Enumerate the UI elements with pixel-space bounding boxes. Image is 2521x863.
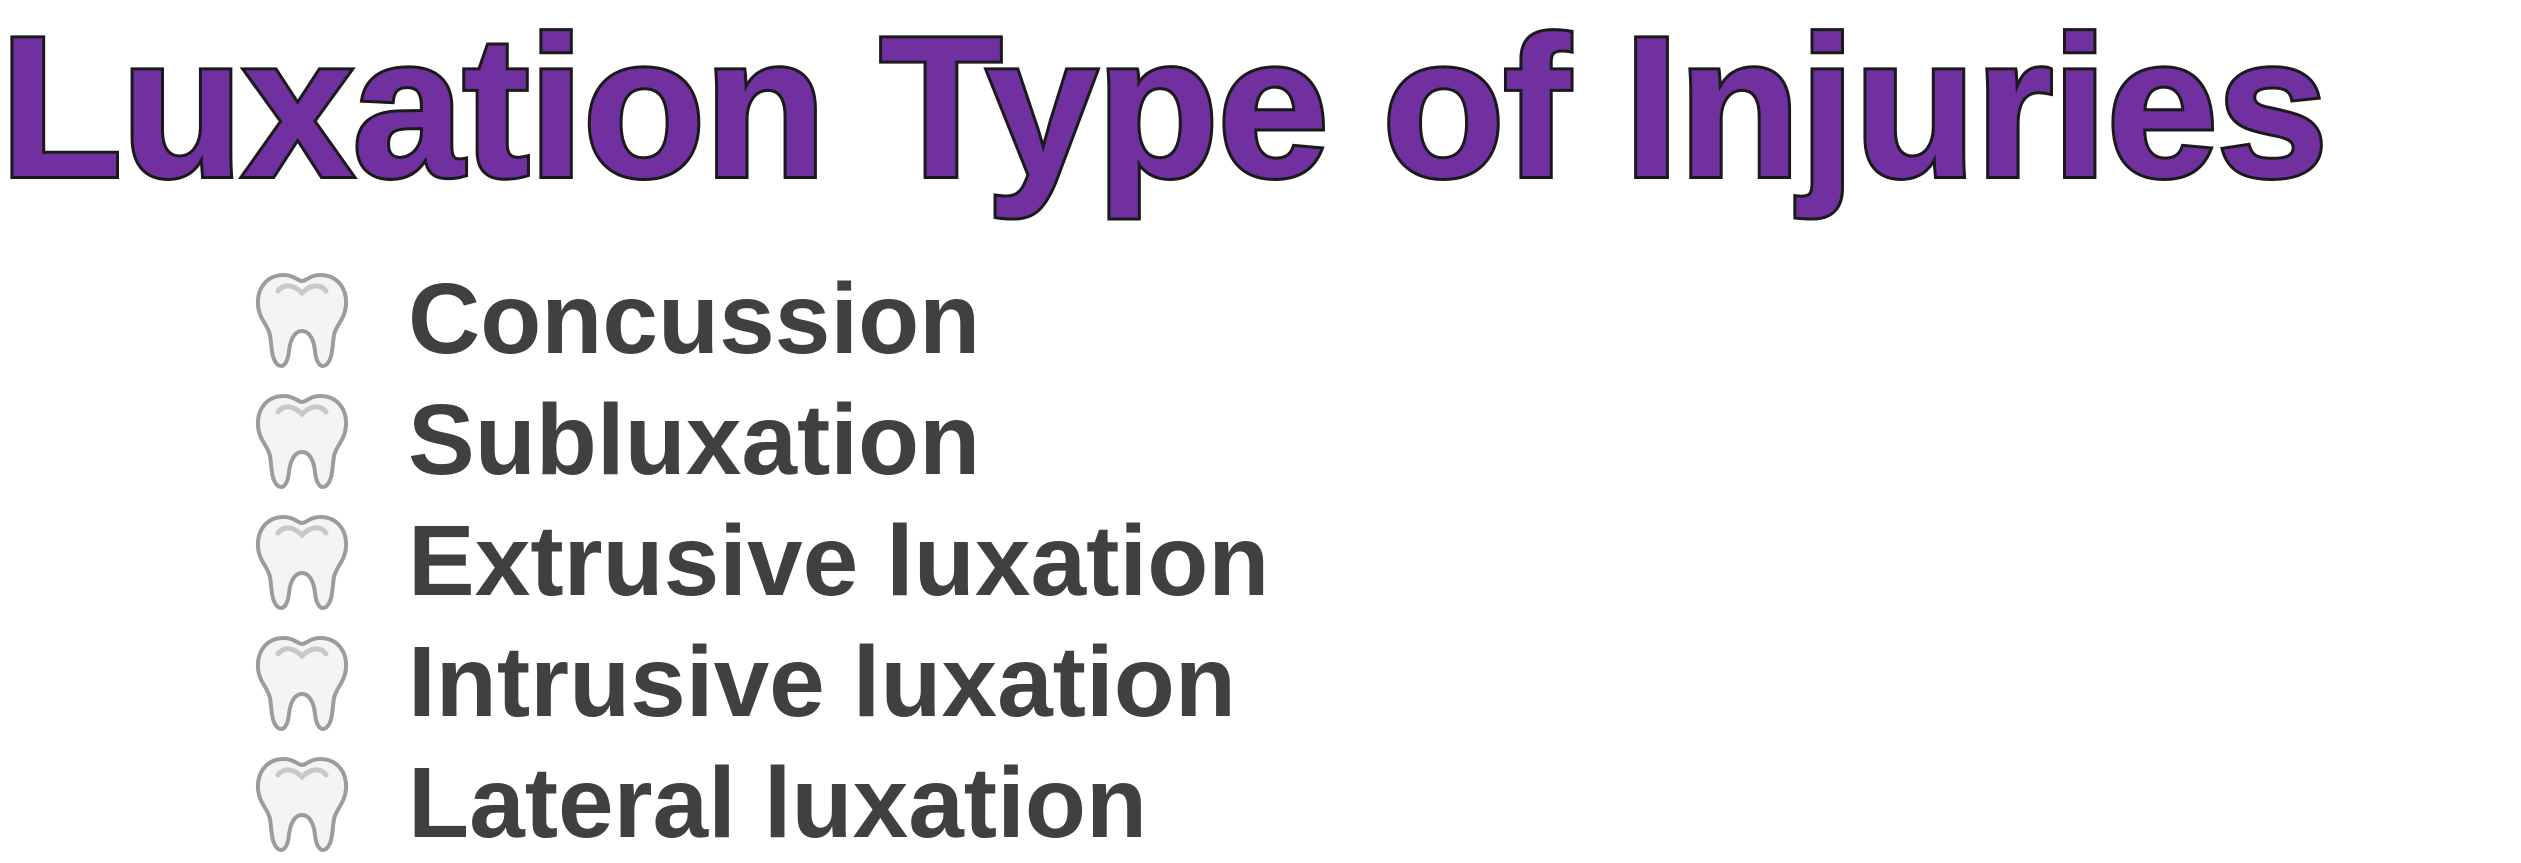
- list-item: Intrusive luxation: [254, 621, 1269, 742]
- slide-title: Luxation Type of Injuries: [0, 0, 2331, 219]
- list-item: Subluxation: [254, 379, 1269, 500]
- tooth-icon: [255, 635, 349, 731]
- tooth-icon: [255, 514, 349, 610]
- list-item: Lateral luxation: [254, 742, 1269, 863]
- bullet-label-lateral-luxation: Lateral luxation: [408, 746, 1148, 859]
- bullet-label-intrusive-luxation: Intrusive luxation: [408, 625, 1236, 738]
- bullet-label-subluxation: Subluxation: [408, 383, 981, 496]
- tooth-icon: [255, 756, 349, 852]
- bullet-label-concussion: Concussion: [408, 262, 981, 375]
- bullet-list: Concussion Subluxation Extrusive luxatio…: [254, 258, 1269, 863]
- list-item: Extrusive luxation: [254, 500, 1269, 621]
- tooth-icon: [255, 272, 349, 368]
- tooth-icon: [255, 393, 349, 489]
- list-item: Concussion: [254, 258, 1269, 379]
- slide: Luxation Type of Injuries Concussion Sub…: [0, 0, 2331, 858]
- bullet-label-extrusive-luxation: Extrusive luxation: [408, 504, 1270, 617]
